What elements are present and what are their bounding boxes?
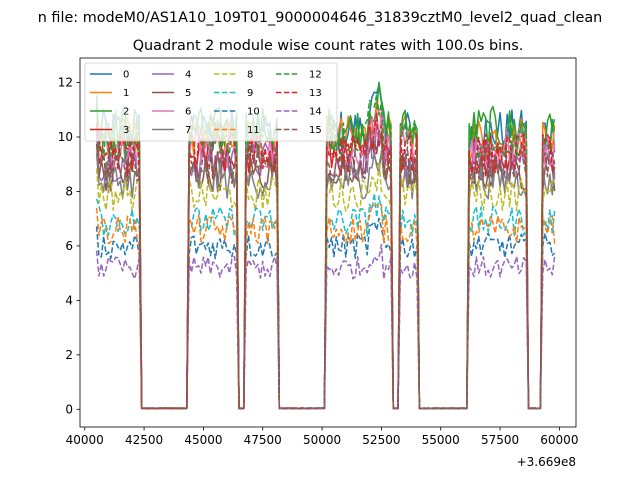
legend-label-14: 14	[309, 107, 322, 118]
figure-suptitle: n file: modeM0/AS1A10_109T01_9000004646_…	[38, 10, 603, 26]
x-axis: 40000 42500 45000 47500 50000 52500 55000 57500…	[66, 427, 578, 447]
legend-label-12: 12	[309, 70, 322, 81]
x-tick-label: 45000	[184, 433, 222, 447]
x-tick-label: 47500	[244, 433, 282, 447]
y-axis: 0 2 4 6 8 10 12	[58, 76, 80, 416]
legend-label-15: 15	[309, 125, 322, 136]
legend-label-5: 5	[185, 88, 191, 99]
y-tick-label: 10	[58, 130, 73, 144]
x-tick-label: 57500	[481, 433, 519, 447]
legend-label-7: 7	[185, 125, 191, 136]
x-tick-label: 40000	[66, 433, 104, 447]
legend-label-11: 11	[247, 125, 260, 136]
x-tick-label: 42500	[125, 433, 163, 447]
y-tick-label: 8	[65, 185, 73, 199]
series-line-15	[95, 124, 556, 410]
series-layer	[95, 81, 556, 410]
legend-label-4: 4	[185, 70, 191, 81]
y-tick-label: 12	[58, 76, 73, 90]
plot-frame	[79, 57, 577, 428]
legend-label-2: 2	[123, 107, 129, 118]
x-tick-label: 55000	[422, 433, 460, 447]
legend-label-9: 9	[247, 88, 253, 99]
y-tick-label: 0	[65, 402, 73, 416]
x-tick-label: 52500	[362, 433, 400, 447]
legend-label-10: 10	[247, 107, 260, 118]
x-tick-label: 60000	[540, 433, 578, 447]
x-tick-label: 50000	[303, 433, 341, 447]
series-line-13	[95, 112, 556, 410]
y-tick-label: 6	[65, 239, 73, 253]
y-tick-label: 2	[65, 348, 73, 362]
legend-frame	[84, 62, 338, 142]
x-offset-label: +3.669e8	[517, 455, 576, 469]
legend-label-1: 1	[123, 88, 129, 99]
legend-label-6: 6	[185, 107, 191, 118]
legend-label-0: 0	[123, 70, 129, 81]
axes-title: Quadrant 2 module wise count rates with …	[133, 38, 524, 54]
legend-label-13: 13	[309, 88, 322, 99]
y-tick-label: 4	[65, 294, 73, 308]
series-line-10	[95, 217, 556, 410]
legend-label-8: 8	[247, 70, 253, 81]
legend-label-3: 3	[123, 125, 129, 136]
